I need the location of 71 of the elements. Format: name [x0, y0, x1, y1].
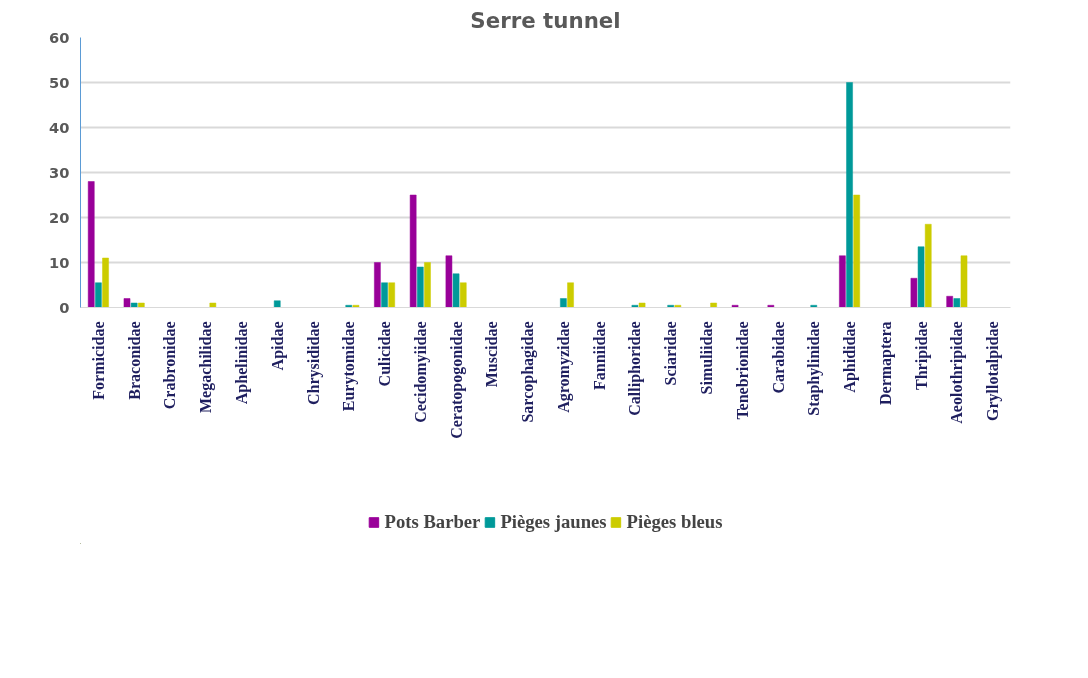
x-tick-label: Crabronidae [161, 321, 179, 410]
bar [674, 305, 682, 308]
bar [731, 305, 739, 308]
bar [960, 255, 968, 308]
x-tick-label: Ceratopogonidae [447, 321, 466, 439]
bar [917, 246, 925, 308]
x-tick-label: Tenebrionidae [733, 321, 751, 420]
bar [417, 266, 424, 308]
y-tick-label: 20 [49, 208, 70, 226]
x-tick-label: Braconidae [125, 321, 143, 400]
x-tick-label: Megachilidae [197, 321, 216, 414]
x-tick-label: Agromyzidae [554, 321, 573, 413]
bar [946, 296, 953, 308]
y-tick-label: 30 [49, 163, 70, 181]
x-tick-label: Aphididae [841, 321, 860, 393]
y-tick-label: 0 [59, 298, 70, 316]
x-tick-label: Carabidae [769, 321, 787, 394]
bar [138, 302, 145, 308]
y-tick-label: 60 [49, 28, 70, 46]
x-tick-label: Thripidae [912, 321, 931, 390]
x-tick-label: Eurytomidae [340, 321, 359, 412]
bar [560, 298, 567, 308]
bar [273, 300, 281, 308]
bar [352, 305, 360, 308]
x-tick-label: Formicidae [89, 321, 107, 400]
bar [424, 262, 431, 308]
bar [123, 298, 131, 308]
y-tick-label: 40 [49, 118, 70, 136]
x-tick-label: Gryllotalpidae [984, 321, 1003, 422]
bar [445, 255, 453, 308]
bar [388, 282, 395, 308]
x-tick-label: Muscidae [483, 321, 501, 388]
bar [953, 298, 961, 308]
bar [924, 224, 932, 308]
x-tick-label: Aphelinidae [232, 321, 251, 405]
x-tick-label: Dermaptera [876, 321, 895, 406]
bar [459, 282, 467, 308]
bar [767, 305, 775, 308]
bar [209, 302, 217, 308]
bar [130, 302, 138, 308]
legend-label: Pots Barber [384, 511, 481, 533]
x-tick-label: Apidae [268, 321, 287, 371]
x-tick-label: Cecidomyiidae [411, 321, 430, 423]
x-tick-label: Simuliidae [697, 321, 715, 395]
y-tick-label: 50 [49, 73, 70, 91]
x-tick-label: Staphylinidae [805, 321, 824, 416]
x-tick-label: Sarcophagidae [519, 321, 538, 423]
legend-label: Pièges jaunes [500, 511, 607, 533]
legend-label: Pièges bleus [626, 511, 723, 533]
bar [910, 278, 918, 308]
x-tick-label: Sciaridae [662, 321, 680, 386]
x-tick-label: Chrysididae [304, 321, 323, 406]
bar [102, 257, 109, 308]
bar [452, 273, 460, 308]
bar [567, 282, 574, 308]
bar [853, 194, 860, 308]
x-tick-label: Culicidae [376, 321, 394, 387]
x-tick-label: Calliphoridae [626, 321, 645, 416]
bar [381, 282, 388, 308]
bar [710, 302, 717, 308]
bar [409, 194, 417, 308]
bar [846, 82, 853, 308]
bar [374, 262, 381, 308]
chart-title: Serre tunnel [470, 7, 621, 33]
x-tick-label: Fanniidae [590, 321, 608, 390]
bar [95, 282, 102, 308]
bar [638, 302, 646, 308]
bar [87, 181, 95, 308]
x-tick-label: Aeolothripidae [948, 321, 967, 424]
y-tick-label: 10 [49, 253, 70, 271]
bar [839, 255, 846, 308]
